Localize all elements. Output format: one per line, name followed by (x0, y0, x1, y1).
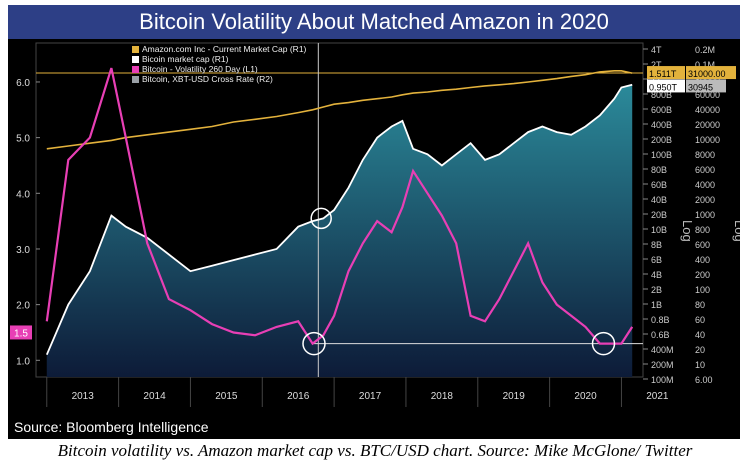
legend-swatch (132, 76, 139, 83)
right1-tick-label: 100M (651, 375, 674, 385)
right2-tick-label: 6000 (695, 165, 715, 175)
x-tick-label: 2016 (287, 391, 310, 402)
right2-tick-label: 40000 (695, 105, 720, 115)
right1-tick-label: 0.8B (651, 315, 670, 325)
right1-tick-label: 60B (651, 180, 667, 190)
right2-tick-label: 10 (695, 360, 705, 370)
right2-tick-label: 0.1M (695, 60, 715, 70)
right1-tick-label: 100B (651, 150, 672, 160)
left-tick-label: 1.0 (16, 356, 30, 367)
right2-tick-label: 800 (695, 225, 710, 235)
x-tick-label: 2017 (359, 391, 382, 402)
right1-axis-scale: Log (680, 220, 695, 242)
right2-tick-label: 2000 (695, 195, 715, 205)
last-value-label: 1.511T (649, 69, 677, 79)
last-value-label: 0.950T (649, 82, 678, 92)
left-current-marker-bg (10, 325, 32, 340)
left-tick-label: 2.0 (16, 301, 30, 312)
chart-panel: Bitcoin Volatility About Matched Amazon … (8, 5, 740, 439)
right1-tick-label: 2T (651, 60, 662, 70)
right1-tick-label: 600B (651, 105, 672, 115)
right1-tick-label: 80B (651, 165, 667, 175)
x-tick-label: 2018 (431, 391, 454, 402)
x-tick-label: 2019 (503, 391, 526, 402)
last-value-label: 30945 (688, 82, 713, 92)
last-value-bg (647, 66, 685, 80)
x-tick-label: 2013 (72, 391, 95, 402)
right2-tick-label: 10000 (695, 135, 720, 145)
right2-tick-label: 4000 (695, 180, 715, 190)
left-tick-label: 4.0 (16, 189, 30, 200)
last-value-bg (686, 79, 726, 93)
right1-tick-label: 200M (651, 360, 674, 370)
right2-tick-label: 200 (695, 270, 710, 280)
right2-tick-label: 80 (695, 300, 705, 310)
right2-tick-label: 8000 (695, 150, 715, 160)
right2-tick-label: 400 (695, 255, 710, 265)
left-tick-label: 6.0 (16, 78, 30, 89)
last-value-bg (686, 66, 736, 80)
annotation-circle (310, 207, 332, 230)
legend-entry: Bicoin market cap (R1) (142, 54, 229, 64)
right2-tick-label: 600 (695, 240, 710, 250)
right2-tick-label: 6.00 (695, 375, 713, 385)
right1-tick-label: 40B (651, 195, 667, 205)
right1-tick-label: 2B (651, 285, 662, 295)
right1-tick-label: 200B (651, 135, 672, 145)
right1-tick-label: 0.6B (651, 330, 670, 340)
right2-tick-label: 20 (695, 345, 705, 355)
legend-entry: Bitcoin, XBT-USD Cross Rate (R2) (142, 74, 273, 84)
chart-title: Bitcoin Volatility About Matched Amazon … (8, 5, 740, 39)
legend-entry: Bitcoin - Volatility 260 Day (L1) (142, 64, 258, 74)
figure-caption: Bitcoin volatility vs. Amazon market cap… (57, 441, 693, 460)
right1-tick-label: 800B (651, 90, 672, 100)
right1-tick-label: 1B (651, 300, 662, 310)
bitcoin-market-cap-line (45, 83, 633, 356)
right1-tick-label: 6B (651, 255, 662, 265)
right1-tick-label: 10B (651, 225, 667, 235)
chart-svg: 2013 2014 2015 2016 2017 2018 2019 2020 2021 6.0 5… (10, 42, 740, 407)
right2-tick-label: 60 (695, 315, 705, 325)
left-tick-label: 5.0 (16, 134, 30, 145)
right1-tick-label: 4T (651, 45, 662, 55)
right1-tick-label: 20B (651, 210, 667, 220)
legend-swatch (132, 66, 139, 73)
right2-tick-label: 20000 (695, 120, 720, 130)
right1-tick-label: 400B (651, 120, 672, 130)
x-tick-label: 2021 (646, 391, 669, 402)
right2-tick-label: 100 (695, 285, 710, 295)
right1-tick-label: 400M (651, 345, 674, 355)
left-tick-label: 3.0 (16, 245, 30, 256)
right1-tick-label: 4B (651, 270, 662, 280)
right2-tick-label: 0.2M (695, 45, 715, 55)
left-current-marker: 1.5 (14, 328, 28, 339)
annotation-circle (302, 331, 326, 356)
x-tick-label: 2015 (215, 391, 238, 402)
annotation-circle (591, 331, 616, 356)
bitcoin-volatility-line (45, 67, 634, 346)
legend-entry: Amazon.com Inc - Current Market Cap (R1) (142, 44, 307, 54)
last-value-label: 31000.00 (688, 69, 726, 79)
bitcoin-xbt-area (46, 84, 633, 377)
x-tick-label: 2020 (574, 391, 597, 402)
source-label: Source: Bloomberg Intelligence (14, 419, 209, 435)
right2-tick-label: 40 (695, 330, 705, 340)
right1-tick-label: 8B (651, 240, 662, 250)
right2-axis-scale: Log (732, 220, 740, 242)
amazon-market-cap-line (46, 70, 633, 150)
last-value-bg (647, 79, 685, 93)
x-tick-label: 2014 (143, 391, 166, 402)
right2-tick-label: 1000 (695, 210, 715, 220)
legend-swatch (132, 56, 139, 63)
legend-swatch (132, 46, 139, 53)
right2-tick-label: 60000 (695, 90, 720, 100)
